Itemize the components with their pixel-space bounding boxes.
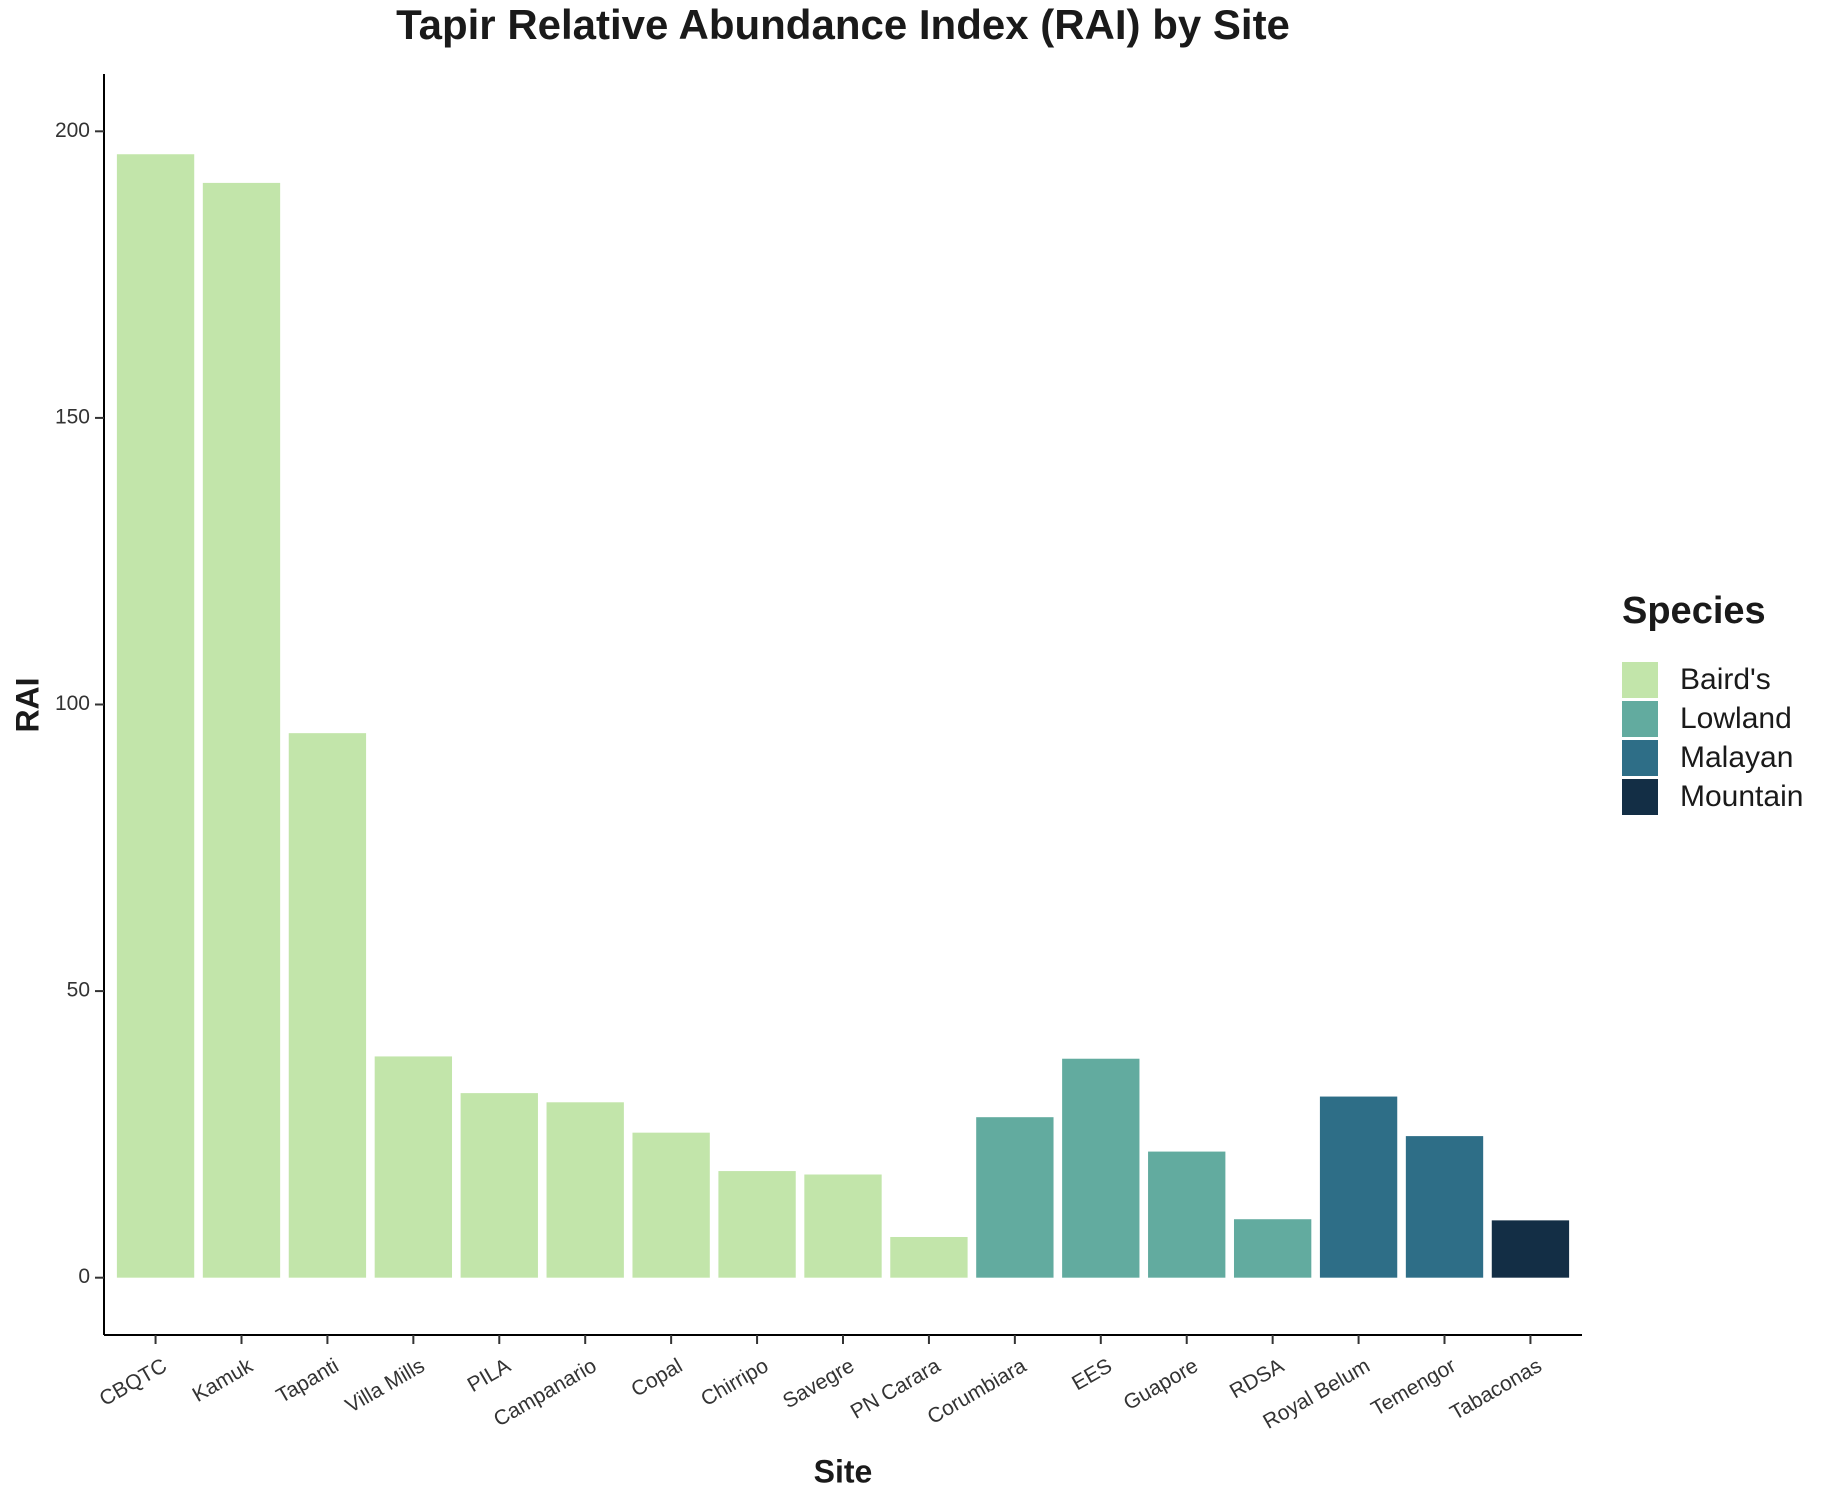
bar bbox=[1491, 1220, 1570, 1278]
x-tick-label: EES bbox=[1068, 1354, 1116, 1395]
y-tick-label: 100 bbox=[55, 692, 90, 715]
y-tick-label: 150 bbox=[55, 405, 90, 428]
legend-swatch bbox=[1622, 701, 1658, 737]
x-tick-label: Guapore bbox=[1120, 1354, 1202, 1415]
bar bbox=[718, 1171, 796, 1278]
legend-swatch bbox=[1622, 740, 1658, 776]
legend-swatch bbox=[1622, 779, 1658, 815]
x-tick-label: Copal bbox=[627, 1354, 686, 1401]
bar bbox=[1405, 1136, 1484, 1278]
x-tick-label: Temengor bbox=[1367, 1354, 1459, 1421]
x-tick-label: Kamuk bbox=[189, 1354, 258, 1407]
bar bbox=[202, 182, 281, 1278]
bar bbox=[374, 1056, 453, 1278]
legend-label: Malayan bbox=[1680, 741, 1793, 774]
bar bbox=[116, 154, 195, 1278]
legend-label: Lowland bbox=[1680, 702, 1792, 735]
x-tick-label: Chirripo bbox=[697, 1354, 772, 1411]
x-tick-label: RDSA bbox=[1226, 1354, 1288, 1403]
x-tick-label: Tapanti bbox=[273, 1354, 343, 1408]
legend-label: Mountain bbox=[1680, 780, 1803, 813]
legend-label: Baird's bbox=[1680, 663, 1771, 696]
bar bbox=[804, 1174, 882, 1278]
bar bbox=[546, 1102, 624, 1278]
y-tick-label: 0 bbox=[78, 1265, 90, 1288]
bar bbox=[890, 1236, 968, 1278]
x-tick-label: PILA bbox=[464, 1354, 515, 1397]
x-tick-label: CBQTC bbox=[96, 1354, 171, 1411]
bar bbox=[288, 733, 367, 1278]
bar bbox=[632, 1132, 710, 1278]
bar bbox=[1319, 1096, 1398, 1278]
bar bbox=[460, 1093, 538, 1278]
x-axis-title: Site bbox=[814, 1453, 873, 1489]
legend-title: Species bbox=[1622, 590, 1766, 632]
x-tick-label: Corumbiara bbox=[924, 1354, 1031, 1429]
y-tick-label: 200 bbox=[55, 119, 90, 142]
bar bbox=[1062, 1058, 1140, 1278]
bar bbox=[976, 1117, 1054, 1278]
y-tick-label: 50 bbox=[67, 979, 90, 1002]
chart-title: Tapir Relative Abundance Index (RAI) by … bbox=[396, 1, 1290, 48]
x-tick-label: Villa Mills bbox=[342, 1354, 429, 1417]
x-tick-label: Tabaconas bbox=[1446, 1354, 1545, 1425]
bar bbox=[1148, 1151, 1226, 1278]
y-axis-title: RAI bbox=[9, 677, 45, 732]
legend-swatch bbox=[1622, 662, 1658, 698]
bar bbox=[1233, 1219, 1312, 1278]
